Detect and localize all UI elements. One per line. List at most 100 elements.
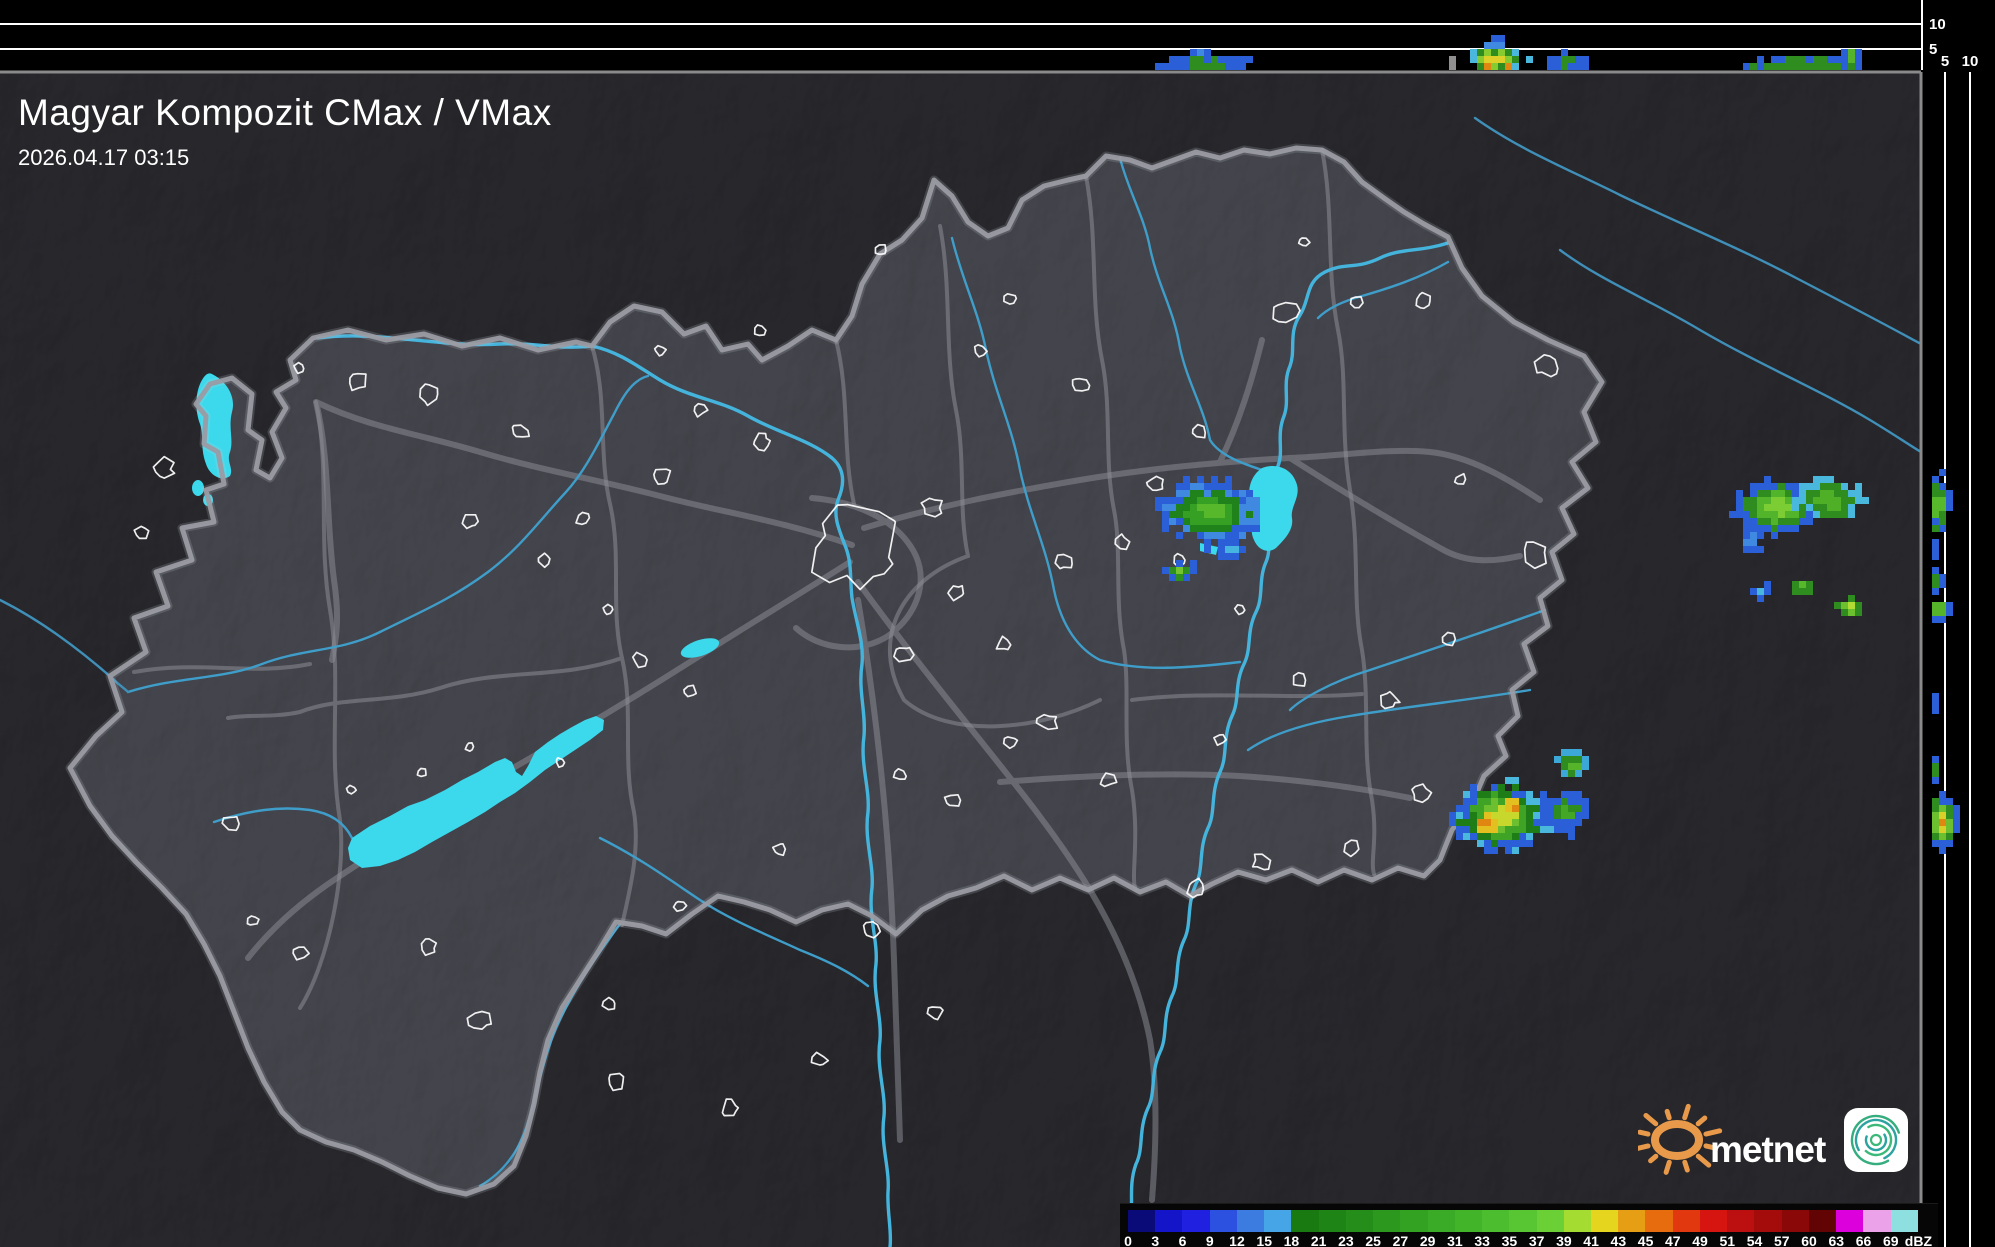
river-lines xyxy=(0,116,1921,1247)
city-outline xyxy=(672,900,688,913)
top-profile-strip: 10 5 xyxy=(0,0,1995,74)
city-outline xyxy=(461,513,480,530)
dbz-scale-tick-label: 43 xyxy=(1610,1233,1627,1247)
dbz-scale-segment xyxy=(1400,1210,1428,1232)
city-outline xyxy=(293,361,305,375)
city-outline xyxy=(721,1098,740,1117)
county-borders xyxy=(132,148,1377,1010)
city-outline xyxy=(1054,553,1073,570)
city-outline xyxy=(1071,377,1091,392)
dbz-scale-tick-label: 3 xyxy=(1151,1233,1160,1247)
metnet-logo: metnet xyxy=(1631,1098,1922,1192)
city-outline xyxy=(973,343,988,358)
city-outline xyxy=(683,684,698,698)
lake-velence xyxy=(680,638,720,658)
city-outline xyxy=(466,1010,493,1030)
city-outline xyxy=(601,996,616,1011)
city-outline xyxy=(1233,603,1246,616)
metnet-logo-text: metnet xyxy=(1710,1129,1826,1170)
city-outline xyxy=(653,344,668,357)
dbz-scale-tick-label: 49 xyxy=(1692,1233,1708,1247)
city-outline xyxy=(1186,877,1205,899)
city-outline xyxy=(892,767,908,780)
city-outline xyxy=(221,815,240,832)
metnet-sun-icon xyxy=(1631,1103,1723,1175)
dbz-scale-segment xyxy=(1482,1210,1510,1232)
dbz-scale-segment xyxy=(1264,1210,1292,1232)
dbz-scale-segment xyxy=(1209,1210,1237,1232)
dbz-scale-tick-label: 63 xyxy=(1828,1233,1845,1247)
dbz-scale-segment xyxy=(1781,1210,1809,1232)
city-outline xyxy=(419,383,439,407)
city-outline xyxy=(1453,472,1467,485)
lakes xyxy=(192,373,1298,868)
dbz-scale-segment xyxy=(1427,1210,1455,1232)
lake-balaton xyxy=(348,716,604,868)
city-outline xyxy=(420,937,438,957)
top-axis-label-5: 5 xyxy=(1929,41,1937,58)
dbz-scale-segment xyxy=(1155,1210,1183,1232)
dbz-scale-tick-label: 47 xyxy=(1665,1233,1681,1247)
dbz-scale-tick-label: 54 xyxy=(1746,1233,1763,1247)
city-outlines xyxy=(133,237,1559,1117)
dbz-scale-tick-label: 29 xyxy=(1419,1233,1436,1247)
city-outline xyxy=(810,1051,830,1066)
city-outline xyxy=(464,742,475,753)
city-outline xyxy=(693,402,709,418)
dbz-scale-segment xyxy=(1373,1210,1401,1232)
city-outline xyxy=(920,497,943,518)
city-outline xyxy=(926,1006,944,1021)
city-outline xyxy=(1343,839,1360,858)
city-outline xyxy=(511,424,531,438)
echo-layer-map xyxy=(1155,476,1869,854)
dbz-scale-segment xyxy=(1808,1210,1837,1232)
dbz-scale-tick-label: 9 xyxy=(1205,1233,1214,1247)
city-outline xyxy=(1533,353,1559,378)
city-outline xyxy=(1099,772,1118,788)
city-outline xyxy=(133,525,150,540)
city-outline xyxy=(810,503,897,591)
dbz-scale-segment xyxy=(1182,1210,1210,1232)
dbz-scale-segment xyxy=(1509,1210,1537,1232)
city-outline xyxy=(348,372,367,392)
dbz-scale-tick-label: 39 xyxy=(1556,1233,1572,1247)
dbz-scale-tick-label: 21 xyxy=(1310,1233,1327,1247)
metnet-app-icon xyxy=(1844,1108,1908,1172)
city-outline xyxy=(1251,853,1272,871)
city-outline xyxy=(292,946,310,961)
city-outline xyxy=(152,455,176,479)
city-outline xyxy=(874,243,887,256)
dbz-scale-tick-label: 60 xyxy=(1801,1233,1817,1247)
dbz-scale-tick-label: 57 xyxy=(1773,1233,1790,1247)
dbz-scale-segment xyxy=(1727,1210,1755,1232)
dbz-scale-segment xyxy=(1836,1210,1864,1232)
dbz-scale-segment xyxy=(1890,1210,1918,1232)
dbz-scale-tick-label: 69 xyxy=(1882,1233,1899,1247)
city-outline xyxy=(995,635,1012,651)
dbz-scale-tick-label: 51 xyxy=(1719,1233,1736,1247)
dbz-colorbar: 0 3 6 9 12 15 18 21 23 25 27 29 31 33 35 37 39 41 43 45 47 49… xyxy=(1120,1203,1938,1247)
dbz-scale-tick-label: 25 xyxy=(1365,1233,1381,1247)
dbz-scale-tick-label: 27 xyxy=(1392,1233,1409,1247)
right-profile-strip: 5 10 xyxy=(1919,53,1995,1247)
dbz-scale-segment xyxy=(1536,1210,1564,1232)
dbz-scale-segment xyxy=(1699,1210,1728,1232)
city-outline xyxy=(608,1072,625,1092)
dbz-scale-tick-label: 37 xyxy=(1528,1233,1545,1247)
dbz-scale-segment xyxy=(1128,1210,1156,1232)
dbz-unit-label: dBZ xyxy=(1904,1233,1932,1247)
echo-layer-right xyxy=(1932,469,1960,854)
dbz-scale-tick-label: 23 xyxy=(1338,1233,1354,1247)
river-danube xyxy=(316,334,893,1247)
city-outline xyxy=(555,756,566,769)
right-axis-label-10: 10 xyxy=(1962,53,1979,70)
dbz-scale-segment xyxy=(1590,1210,1619,1232)
dbz-scale-segment xyxy=(1863,1210,1891,1232)
right-axis-label-5: 5 xyxy=(1941,53,1949,70)
dbz-scale-tick-label: 12 xyxy=(1229,1233,1245,1247)
city-outline xyxy=(1523,541,1547,570)
dbz-scale-segment xyxy=(1645,1210,1673,1232)
dbz-scale-tick-label: 0 xyxy=(1124,1233,1132,1247)
